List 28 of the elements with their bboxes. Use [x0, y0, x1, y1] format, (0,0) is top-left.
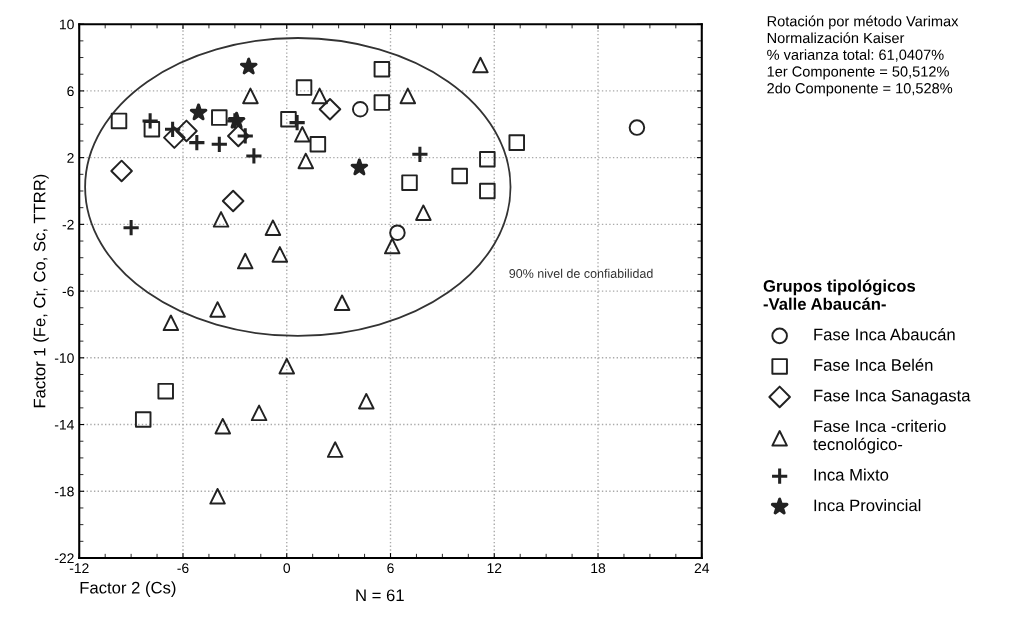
y-tick-label: -18 [54, 486, 74, 497]
legend-label: Fase Inca Abaucán [814, 327, 955, 341]
legend-label: Inca Mixto [814, 468, 889, 481]
y-tick-label: -22 [54, 553, 74, 564]
x-tick-label: -6 [177, 563, 189, 574]
x-tick-label: 0 [283, 563, 291, 574]
y-tick-label: 6 [67, 86, 74, 97]
legend-label: Inca Provincial [814, 499, 921, 512]
y-axis-title: Factor 1 (Fe, Cr, Co, Sc, TTRR) [33, 174, 49, 408]
x-tick-label: 18 [591, 563, 606, 574]
legend-title: Grupos tipológicos -Valle Abaucán- [763, 279, 916, 310]
legend-label: Fase Inca Belén [814, 358, 933, 371]
x-tick-label: 12 [487, 563, 502, 573]
y-tick-label: 10 [59, 19, 74, 30]
legend-label: Fase Inca Sanagasta [814, 389, 971, 405]
x-axis-title: Factor 2 (Cs) [80, 581, 176, 597]
y-tick-label: -14 [54, 420, 74, 430]
y-tick-label: -6 [62, 286, 74, 297]
text: Rotación por método Varimax Normalización Kaiser % varianza total: 61,0407% 1er Componente = 50,512% 2do Componente = 10,528% [767, 15, 959, 97]
y-tick-label: 2 [67, 152, 74, 163]
legend-label: Fase Inca -criterio tecnológico- [813, 419, 946, 454]
x-tick-label: 6 [387, 563, 394, 574]
x-tick-label: -12 [69, 563, 89, 573]
text: N = 61 [356, 589, 404, 602]
x-tick-label: 24 [694, 563, 710, 573]
annotation: 90% nivel de confiabilidad [509, 268, 653, 278]
y-tick-label: -10 [54, 353, 74, 363]
y-tick-label: -2 [62, 219, 74, 230]
